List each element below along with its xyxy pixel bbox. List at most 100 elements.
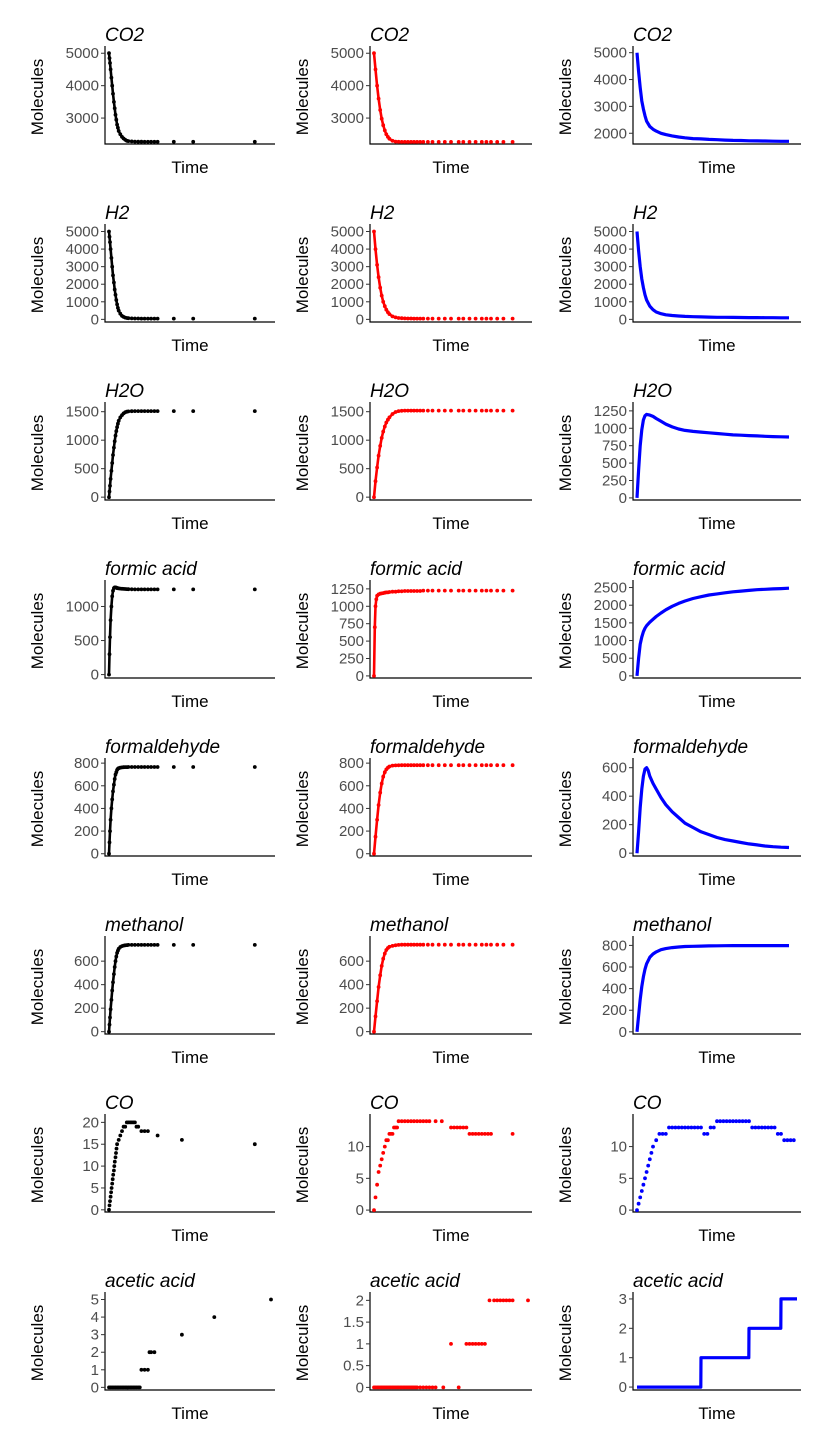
data-point — [479, 942, 484, 947]
chart-title: formaldehyde — [105, 737, 220, 758]
data-point — [456, 408, 461, 413]
data-point — [381, 1151, 386, 1155]
data-point — [498, 1298, 503, 1303]
chart-panel: formic acid Molecules Time 0500100015002000… — [556, 559, 801, 711]
data-point — [109, 1190, 113, 1195]
series-line — [635, 52, 789, 143]
data-point — [152, 943, 157, 947]
data-point — [644, 1170, 649, 1174]
data-point — [489, 140, 493, 144]
data-point — [473, 408, 478, 413]
data-point — [449, 942, 453, 947]
data-point — [727, 1119, 732, 1124]
data-point — [136, 587, 141, 592]
data-point — [149, 765, 154, 769]
data-point — [155, 1133, 160, 1138]
y-axis-label: Molecules — [293, 593, 312, 670]
data-point — [495, 942, 500, 947]
data-point — [426, 588, 430, 593]
y-tick-label: 500 — [602, 650, 627, 667]
y-tick-label: 3000 — [594, 98, 627, 115]
data-point — [484, 942, 489, 947]
data-point — [788, 1138, 793, 1143]
data-point — [455, 1125, 460, 1130]
y-tick-label: 5 — [356, 1170, 364, 1187]
data-point — [133, 765, 137, 769]
y-tick-label: 0 — [619, 1202, 627, 1219]
chart-title: formic acid — [105, 559, 198, 580]
data-point — [427, 1385, 432, 1390]
y-tick-label: 0 — [91, 1024, 99, 1041]
data-point — [436, 316, 441, 321]
data-point — [133, 943, 137, 947]
chart-title: formaldehyde — [633, 737, 748, 758]
data-point — [442, 942, 447, 947]
data-point — [651, 1144, 655, 1149]
data-point — [753, 1125, 758, 1130]
data-point — [772, 1125, 777, 1130]
data-series — [107, 943, 257, 1034]
data-point — [390, 1132, 395, 1136]
data-point — [467, 140, 472, 144]
data-point — [123, 1124, 128, 1129]
data-point — [110, 1181, 115, 1186]
data-point — [473, 1132, 478, 1136]
data-point — [120, 1129, 124, 1133]
data-point — [473, 763, 478, 768]
data-point — [501, 408, 506, 413]
data-point — [152, 409, 157, 413]
chart-panel: H2O Molecules Time 0 500 1000 1500 — [293, 381, 532, 533]
data-point — [702, 1132, 707, 1136]
y-tick-label: 1 — [91, 1362, 99, 1379]
data-point — [399, 1119, 404, 1124]
y-tick-label: 5000 — [66, 224, 99, 241]
data-point — [467, 1132, 472, 1136]
data-point — [136, 1124, 141, 1129]
y-tick-label: 400 — [339, 977, 364, 994]
data-point — [743, 1119, 748, 1124]
data-point — [430, 140, 435, 144]
data-point — [171, 316, 176, 321]
data-point — [740, 1119, 745, 1124]
series-line — [637, 1297, 797, 1389]
y-tick-label: 500 — [339, 461, 364, 478]
data-point — [467, 942, 472, 947]
x-axis-label: Time — [432, 158, 469, 177]
data-point — [191, 316, 196, 321]
data-point — [785, 1138, 790, 1143]
data-point — [639, 1189, 644, 1193]
chart-panel: acetic acid Molecules Time 0 1 2 3 — [556, 1271, 801, 1423]
y-axis-label: Molecules — [28, 771, 47, 848]
y-tick-label: 200 — [602, 817, 627, 834]
data-point — [418, 1385, 423, 1390]
data-point — [467, 316, 472, 321]
data-point — [426, 408, 430, 413]
y-tick-label: 4000 — [594, 72, 627, 89]
data-point — [426, 140, 430, 144]
data-point — [643, 1176, 647, 1181]
data-point — [112, 1168, 116, 1173]
data-point — [252, 409, 257, 413]
data-point — [479, 1132, 484, 1136]
chart-panel: acetic acid Molecules Time 0 0.5 1 1.5 2 — [293, 1271, 532, 1423]
data-point — [638, 1195, 643, 1200]
data-point — [152, 765, 157, 769]
data-series — [372, 588, 515, 678]
data-point — [133, 409, 137, 413]
data-point — [510, 408, 515, 413]
data-point — [492, 1298, 496, 1303]
data-point — [683, 1125, 687, 1130]
x-axis-label: Time — [698, 158, 735, 177]
chart-panel: CO2 Molecules Time 3000 4000 5000 — [28, 25, 275, 177]
data-point — [467, 763, 472, 768]
x-axis-label: Time — [171, 1404, 208, 1423]
data-point — [378, 1163, 383, 1168]
data-point — [430, 408, 435, 413]
data-series — [635, 412, 790, 498]
data-point — [149, 943, 154, 947]
data-point — [456, 588, 461, 593]
data-point — [489, 316, 493, 321]
data-point — [375, 1182, 379, 1187]
data-point — [155, 409, 160, 413]
